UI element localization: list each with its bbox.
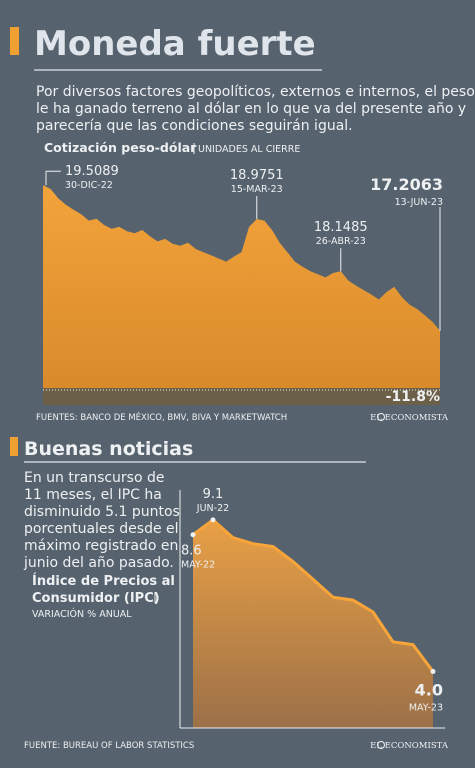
intro-line: Por diversos factores geopolíticos, exte… xyxy=(36,84,475,100)
brand: EL ECONOMISTA xyxy=(370,413,449,423)
section-title: Buenas noticias xyxy=(24,438,193,460)
brand-icon xyxy=(377,741,385,749)
paragraph-line: 11 meses, el IPC ha xyxy=(24,487,162,503)
source: FUENTES: BANCO DE MÉXICO, BMV, BIVA Y MA… xyxy=(36,411,287,423)
title: Moneda fuerte xyxy=(34,24,316,64)
value-label: 18.1485 xyxy=(314,220,368,235)
source: FUENTE: BUREAU OF LABOR STATISTICS xyxy=(24,741,194,751)
chart-subtitle: VARIACIÓN % ANUAL xyxy=(32,608,132,620)
area xyxy=(193,519,433,728)
value-label: 8.6 xyxy=(181,544,202,559)
chart-title: Índice de Precios al xyxy=(32,573,175,589)
baseline-band xyxy=(43,388,440,405)
point xyxy=(190,532,196,538)
accent-bar xyxy=(10,27,19,55)
date-label: MAY-22 xyxy=(181,560,215,571)
intro-line: parecería que las condiciones seguirán i… xyxy=(36,118,353,134)
paragraph-line: junio del año pasado. xyxy=(23,555,174,571)
date-label: MAY-23 xyxy=(409,703,443,714)
chart-subtitle: UNIDADES AL CIERRE xyxy=(198,144,300,155)
point xyxy=(210,517,216,523)
point xyxy=(430,669,436,675)
brand: EL ECONOMISTA xyxy=(370,741,449,751)
date-label: 15-MAR-23 xyxy=(231,184,283,195)
intro-line: le ha ganado terreno al dólar en lo que … xyxy=(36,101,466,117)
change-label: -11.8% xyxy=(386,389,440,405)
chart-title: Cotización peso-dólar xyxy=(44,140,197,155)
value-label: 18.9751 xyxy=(230,168,284,183)
value-label: 17.2063 xyxy=(370,175,443,194)
line xyxy=(192,517,435,673)
date-label: JUN-22 xyxy=(196,503,229,514)
value-label: 9.1 xyxy=(203,487,224,502)
paragraph-line: En un transcurso de xyxy=(24,470,165,486)
date-label: 30-DIC-22 xyxy=(65,180,113,191)
paragraph-line: máximo registrado en xyxy=(24,538,178,554)
chart-title: Consumidor (IPC) xyxy=(32,591,160,606)
date-label: 13-JUN-23 xyxy=(395,197,443,208)
date-label: 26-ABR-23 xyxy=(316,236,366,247)
chart-2: Índice de Precios al Consumidor (IPC) VARI… xyxy=(32,487,445,729)
paragraph-line: porcentuales desde el xyxy=(24,521,179,537)
intro: Por diversos factores geopolíticos, exte… xyxy=(36,84,475,134)
area xyxy=(43,185,440,388)
value-label: 4.0 xyxy=(415,681,443,700)
value-label: 19.5089 xyxy=(65,164,119,179)
accent-bar xyxy=(10,437,18,456)
brand-icon xyxy=(377,413,385,421)
paragraph-line: disminuido 5.1 puntos xyxy=(24,504,180,520)
